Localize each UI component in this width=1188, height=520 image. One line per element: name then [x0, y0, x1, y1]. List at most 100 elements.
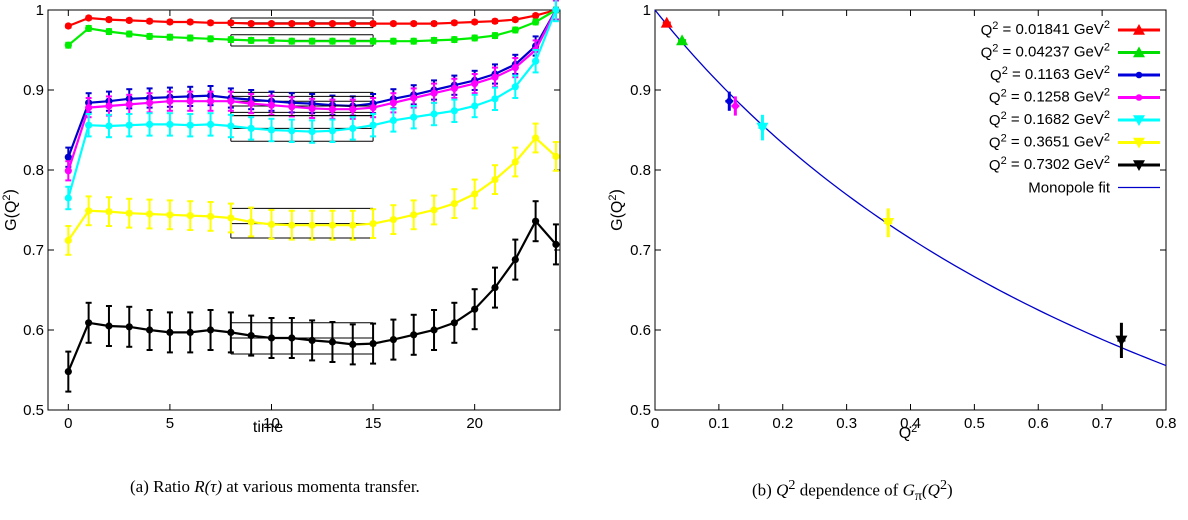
a-data-point — [471, 102, 479, 110]
a-data-point — [247, 36, 255, 45]
b-y-tick-label: 0.7 — [630, 242, 651, 259]
a-data-point — [206, 212, 215, 220]
a-data-point — [511, 64, 519, 72]
a-data-point — [349, 105, 357, 113]
a-data-point — [227, 97, 235, 105]
a-data-point — [105, 28, 113, 36]
a-data-point — [227, 328, 235, 336]
a-data-point — [511, 256, 519, 264]
a-y-tick-label: 0.7 — [23, 242, 44, 259]
a-data-point — [125, 30, 133, 38]
a-data-point — [227, 36, 235, 44]
a-data-point — [410, 94, 418, 102]
a-series-line — [67, 9, 557, 172]
a-data-point — [267, 20, 276, 28]
a-data-point — [471, 305, 479, 313]
b-monopole-fit-line — [654, 9, 1167, 367]
a-data-point — [430, 326, 438, 334]
a-data-point — [166, 120, 174, 128]
caption-b-prefix: (b) — [752, 480, 777, 500]
a-series-0 — [64, 6, 560, 30]
a-data-point — [288, 37, 296, 45]
a-data-point — [206, 120, 215, 128]
b-x-tick-label: 0.3 — [836, 415, 857, 432]
figure: 0 5 10 15 20 0.5 0.6 0.7 0.8 0.9 1 time G(Q2) 0 0.1 0.… — [1, 0, 1176, 442]
caption-b-sup3: 2 — [939, 477, 948, 493]
a-data-point — [532, 134, 540, 142]
a-data-point — [491, 95, 499, 103]
a-data-point — [186, 18, 194, 26]
a-data-point — [389, 99, 397, 107]
b-y-tick-label: 1 — [643, 2, 651, 19]
a-data-point — [471, 34, 479, 42]
a-data-point — [288, 127, 296, 135]
a-data-point — [369, 20, 377, 28]
a-data-point — [450, 19, 458, 27]
a-data-point — [186, 121, 194, 129]
b-y-tick-label: 0.5 — [630, 402, 651, 419]
a-data-point — [85, 121, 93, 129]
a-y-tick-label: 0.5 — [23, 402, 44, 419]
a-data-point — [491, 31, 499, 40]
b-marker — [676, 34, 689, 46]
a-data-point — [328, 221, 337, 229]
b-legend-label: Q2 = 0.04237 GeV2 — [981, 42, 1110, 62]
b-series-3 — [731, 96, 740, 116]
a-data-point — [410, 211, 418, 219]
a-data-point — [85, 24, 93, 32]
a-data-point — [471, 18, 479, 26]
a-data-point — [328, 105, 337, 113]
q2-dependence-plot: 0 0.1 0.2 0.3 0.4 0.5 0.6 0.7 0.8 0.5 0.6 0.7 0.8 0.9… — [607, 2, 1176, 442]
a-data-point — [125, 209, 133, 217]
a-data-point — [166, 97, 174, 105]
a-data-point — [166, 211, 174, 219]
caption-a-suffix: at various momenta transfer. — [222, 477, 420, 496]
a-data-point — [430, 36, 438, 45]
a-data-point — [511, 158, 519, 166]
a-data-point — [410, 20, 418, 28]
a-data-point — [308, 20, 316, 28]
b-y-tick-label: 0.9 — [630, 82, 651, 99]
b-legend-marker — [1133, 24, 1145, 35]
a-data-point — [227, 19, 235, 27]
a-data-point — [369, 37, 377, 45]
a-data-point — [328, 37, 337, 45]
caption-a-prefix: (a) Ratio — [130, 477, 195, 496]
a-data-point — [491, 176, 499, 184]
b-series-6 — [1115, 322, 1128, 358]
a-data-point — [471, 80, 479, 88]
a-series-6 — [64, 200, 560, 393]
a-data-point — [491, 17, 499, 25]
a-series-5 — [64, 122, 560, 256]
a-data-point — [389, 216, 397, 224]
a-data-point — [369, 104, 377, 112]
b-legend-marker — [1133, 160, 1145, 171]
a-data-point — [430, 206, 438, 214]
a-data-point — [552, 6, 560, 14]
a-data-point — [450, 84, 458, 92]
a-data-point — [125, 16, 133, 24]
a-series-4 — [64, 0, 560, 211]
a-data-point — [145, 210, 154, 218]
a-data-point — [145, 326, 154, 334]
a-data-point — [85, 104, 93, 112]
a-data-point — [227, 122, 235, 130]
a-data-point — [64, 194, 72, 202]
a-data-point — [64, 41, 72, 49]
a-data-point — [166, 328, 174, 336]
a-data-point — [186, 212, 194, 220]
caption-b-end: ) — [947, 480, 953, 500]
a-data-point — [389, 20, 397, 28]
b-x-axis-label: Q2 — [899, 423, 918, 442]
a-x-tick-label: 15 — [365, 415, 382, 432]
a-data-point — [247, 20, 255, 28]
b-marker — [660, 16, 673, 28]
b-marker — [725, 97, 733, 105]
a-data-point — [206, 35, 215, 43]
a-data-point — [450, 107, 458, 115]
a-data-point — [410, 37, 418, 45]
a-data-point — [166, 18, 174, 26]
a-data-point — [308, 37, 316, 45]
b-series-0 — [660, 16, 673, 28]
